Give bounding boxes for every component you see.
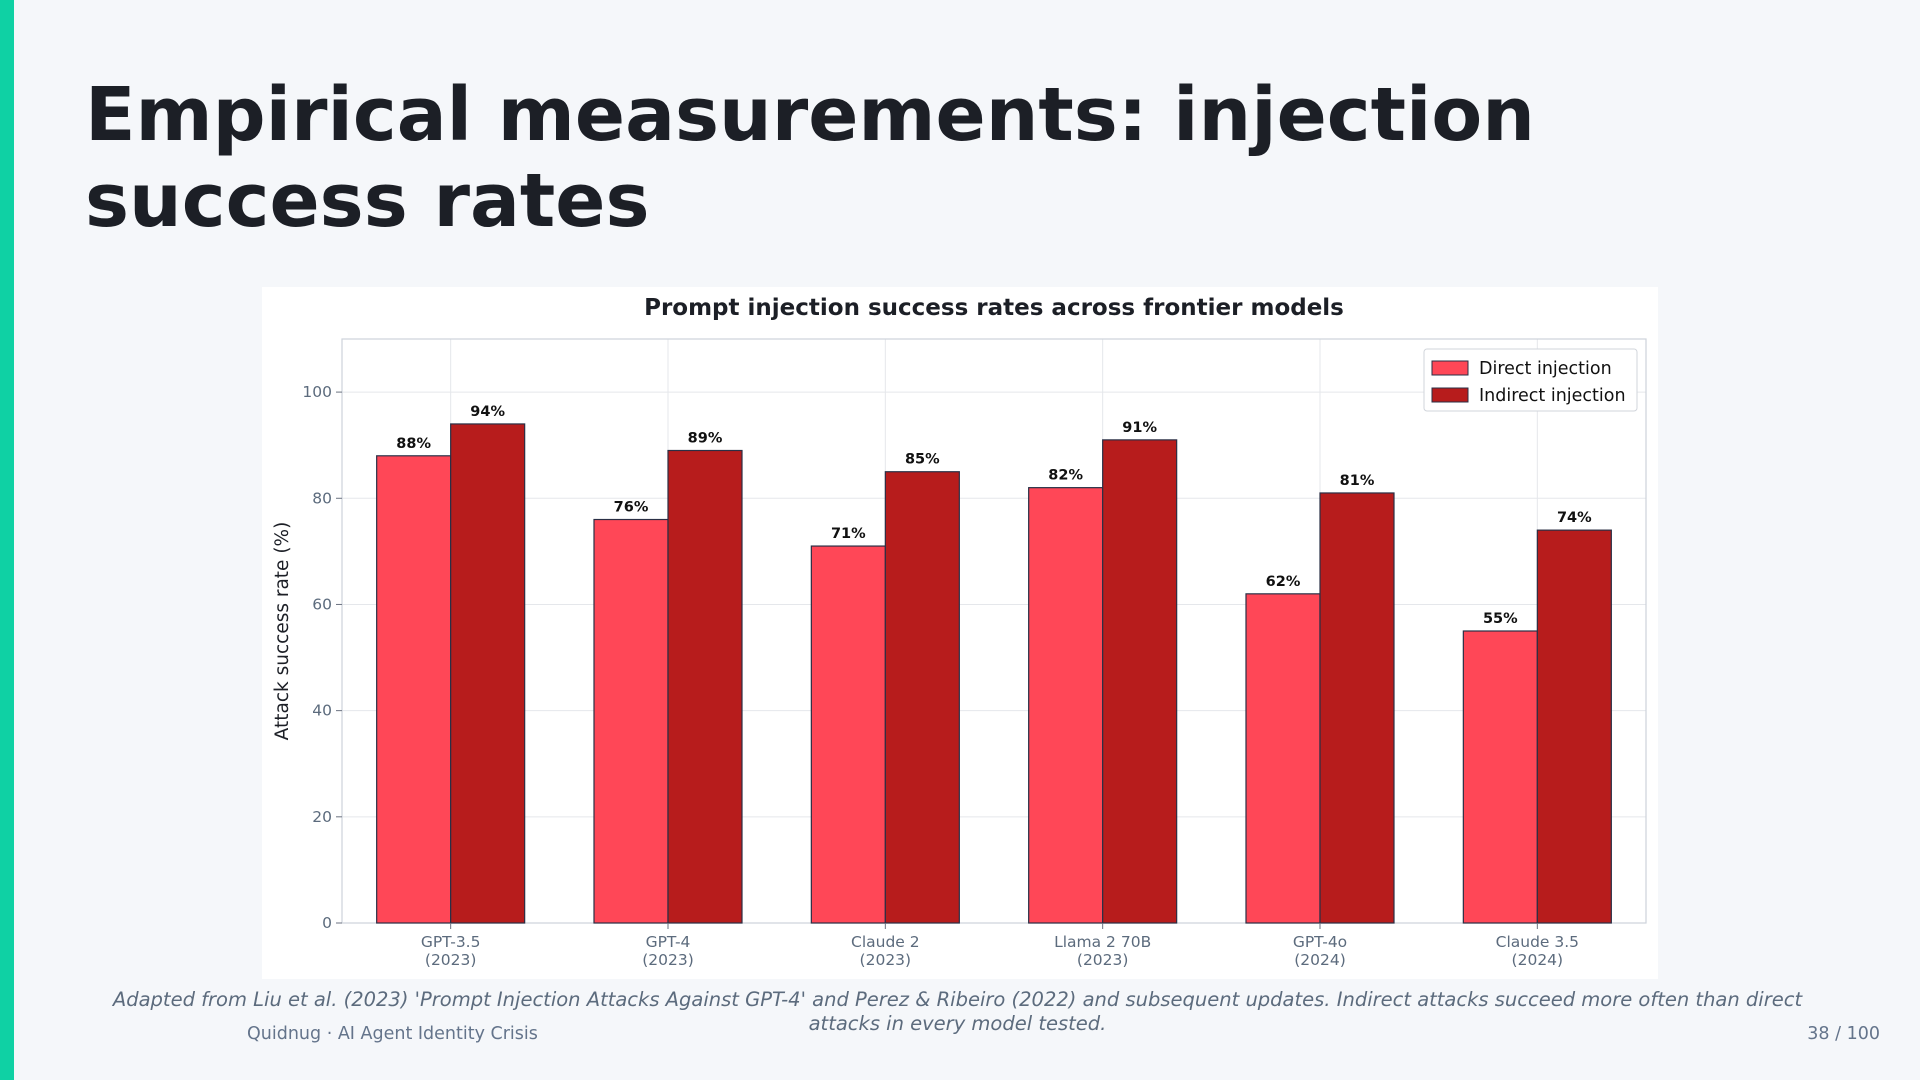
y-tick-label: 20 bbox=[312, 808, 332, 826]
bar-direct bbox=[376, 455, 452, 924]
bar-direct bbox=[1462, 630, 1538, 924]
legend-swatch-direct bbox=[1431, 360, 1469, 376]
y-axis-label: Attack success rate (%) bbox=[272, 522, 293, 741]
x-tick-sublabel: (2023) bbox=[860, 951, 912, 969]
x-tick-sublabel: (2023) bbox=[1077, 951, 1129, 969]
x-tick-label: GPT-3.5 bbox=[421, 933, 481, 951]
x-tick-sublabel: (2023) bbox=[642, 951, 694, 969]
legend-label-direct: Direct injection bbox=[1479, 359, 1612, 379]
data-label: 91% bbox=[1122, 420, 1157, 436]
data-label: 88% bbox=[396, 436, 431, 452]
data-label: 74% bbox=[1557, 510, 1592, 526]
bar-indirect bbox=[1536, 529, 1612, 924]
legend-swatch-indirect bbox=[1431, 387, 1469, 403]
chart-title: Prompt injection success rates across fr… bbox=[644, 295, 1344, 321]
data-label: 81% bbox=[1340, 473, 1375, 489]
bar-indirect bbox=[1102, 439, 1178, 924]
y-tick-label: 80 bbox=[312, 489, 332, 507]
data-label: 62% bbox=[1266, 574, 1301, 590]
x-tick-sublabel: (2024) bbox=[1294, 951, 1346, 969]
x-tick-label: Llama 2 70B bbox=[1054, 933, 1151, 951]
y-tick-label: 40 bbox=[312, 702, 332, 720]
chart-panel: 0 20 40 60 80 100 88% 76% 71% 82% 62% 55% 94% 89% 85% 9… bbox=[262, 287, 1658, 979]
x-tick-sublabel: (2023) bbox=[425, 951, 477, 969]
y-tick-label: 100 bbox=[302, 383, 332, 401]
data-label: 89% bbox=[688, 430, 723, 446]
x-tick-label: Claude 2 bbox=[851, 933, 920, 951]
x-tick-label: GPT-4 bbox=[646, 933, 691, 951]
data-label: 76% bbox=[614, 500, 649, 516]
legend-label-indirect: Indirect injection bbox=[1479, 386, 1626, 406]
x-tick-label: GPT-4o bbox=[1293, 933, 1347, 951]
bar-indirect bbox=[667, 449, 743, 924]
bar-direct bbox=[810, 545, 886, 924]
data-label: 55% bbox=[1483, 611, 1518, 627]
footer-deck-title: Quidnug · AI Agent Identity Crisis bbox=[247, 1024, 538, 1044]
data-label: 94% bbox=[470, 404, 505, 420]
y-tick-label: 0 bbox=[322, 914, 332, 932]
y-tick-label: 60 bbox=[312, 595, 332, 613]
data-label: 85% bbox=[905, 452, 940, 468]
bar-chart: 0 20 40 60 80 100 88% 76% 71% 82% 62% 55% 94% 89% 85% 9… bbox=[272, 295, 1647, 969]
x-tick-sublabel: (2024) bbox=[1512, 951, 1564, 969]
slide-title: Empirical measurements: injection succes… bbox=[85, 72, 1535, 244]
bar-direct bbox=[1245, 593, 1321, 924]
page-number: 38 / 100 bbox=[1807, 1024, 1880, 1044]
data-label: 82% bbox=[1048, 468, 1083, 484]
accent-bar bbox=[0, 0, 14, 1080]
legend-box bbox=[1423, 348, 1638, 412]
plot-frame bbox=[341, 338, 1647, 924]
chart-caption: Adapted from Liu et al. (2023) 'Prompt I… bbox=[112, 988, 1803, 1035]
bar-indirect bbox=[1319, 492, 1395, 924]
bar-direct bbox=[593, 518, 669, 924]
x-tick-label: Claude 3.5 bbox=[1496, 933, 1579, 951]
data-label: 71% bbox=[831, 526, 866, 542]
bar-indirect bbox=[884, 471, 960, 924]
bar-indirect bbox=[450, 423, 526, 924]
bar-direct bbox=[1028, 487, 1104, 924]
